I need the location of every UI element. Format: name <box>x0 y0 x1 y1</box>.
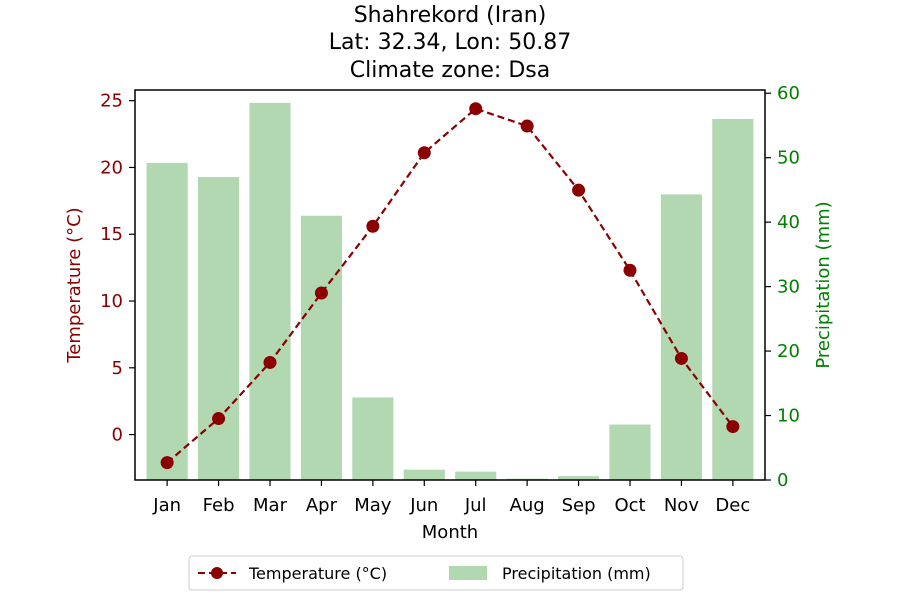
left-tick-label: 0 <box>112 425 123 446</box>
precipitation-bar-jul <box>455 471 497 480</box>
precipitation-bar-feb <box>198 177 240 481</box>
right-tick-label: 40 <box>777 212 800 233</box>
right-y-axis: 0 10 20 30 40 50 60 <box>765 83 800 491</box>
x-tick-label: Jul <box>464 495 487 516</box>
left-tick-label: 10 <box>100 291 123 312</box>
precipitation-bar-jun <box>403 469 445 480</box>
x-tick-label: May <box>354 495 392 516</box>
x-tick-label: Jan <box>152 495 181 516</box>
temperature-point-may <box>366 219 380 233</box>
title-line-3: Climate zone: Dsa <box>350 58 550 83</box>
precipitation-bar-sep <box>558 476 600 480</box>
precipitation-bar-nov <box>660 194 702 480</box>
right-tick-label: 50 <box>777 148 800 169</box>
precipitation-bar-mar <box>249 102 291 480</box>
legend-temperature-swatch-marker <box>211 567 223 579</box>
x-tick-label: Nov <box>664 495 699 516</box>
left-tick-label: 5 <box>112 358 123 379</box>
x-tick-label: Feb <box>203 495 235 516</box>
left-y-axis-label: Temperature (°C) <box>64 207 85 363</box>
temperature-point-jan <box>160 456 174 470</box>
temperature-point-sep <box>572 183 586 197</box>
x-axis-label: Month <box>422 522 478 543</box>
temperature-point-aug <box>520 119 534 133</box>
temperature-series <box>160 102 740 470</box>
left-y-axis: 0 5 10 15 20 25 <box>100 91 135 446</box>
x-tick-label: Aug <box>510 495 545 516</box>
x-tick-label: Jun <box>409 495 438 516</box>
x-tick-label: Mar <box>253 495 288 516</box>
temperature-point-mar <box>263 355 277 369</box>
chart-title: Shahrekord (Iran) Lat: 32.34, Lon: 50.87… <box>329 3 571 83</box>
plot-frame <box>134 89 766 481</box>
precipitation-bar-jan <box>146 162 188 481</box>
x-tick-label: Apr <box>306 495 338 516</box>
precipitation-bar-oct <box>609 424 651 480</box>
right-y-axis-label: Precipitation (mm) <box>813 201 834 368</box>
right-tick-label: 30 <box>777 277 800 298</box>
legend-box <box>188 555 684 591</box>
left-tick-label: 15 <box>100 224 123 245</box>
right-tick-label: 60 <box>777 83 800 104</box>
left-tick-label: 20 <box>100 157 123 178</box>
right-tick-label: 20 <box>777 341 800 362</box>
temperature-point-nov <box>674 351 688 365</box>
precipitation-bar-dec <box>712 119 754 480</box>
temperature-point-dec <box>726 420 740 434</box>
temperature-point-feb <box>212 412 226 426</box>
precipitation-bar-may <box>352 397 394 480</box>
left-tick-label: 25 <box>100 91 123 112</box>
temperature-line <box>166 107 734 464</box>
legend: Temperature (°C) Precipitation (mm) <box>188 555 684 591</box>
title-line-2: Lat: 32.34, Lon: 50.87 <box>329 30 571 55</box>
x-tick-label: Oct <box>614 495 645 516</box>
right-tick-label: 10 <box>777 406 800 427</box>
right-tick-label: 0 <box>777 470 788 491</box>
temperature-point-jul <box>469 102 483 116</box>
legend-precipitation-label: Precipitation (mm) <box>502 564 651 583</box>
legend-temperature-label: Temperature (°C) <box>248 564 387 583</box>
temperature-point-jun <box>417 146 431 160</box>
x-tick-label: Dec <box>715 495 750 516</box>
x-tick-label: Sep <box>562 495 596 516</box>
temperature-point-apr <box>314 286 328 300</box>
legend-precipitation-swatch <box>449 566 487 580</box>
x-axis: Jan Feb Mar Apr May Jun Jul Aug Sep Oct Nov Dec <box>152 480 750 516</box>
title-line-1: Shahrekord (Iran) <box>354 3 547 28</box>
temperature-point-oct <box>623 263 637 277</box>
precipitation-bar-apr <box>300 215 342 480</box>
precipitation-bars <box>146 102 754 481</box>
